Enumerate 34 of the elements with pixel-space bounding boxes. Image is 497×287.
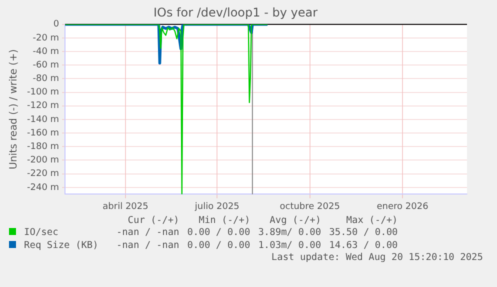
y-tick-label: -240 m — [26, 182, 60, 193]
y-tick-label: -60 m — [32, 60, 60, 70]
x-tick-label: octubre 2025 — [280, 202, 340, 212]
y-tick-label: -160 m — [26, 128, 60, 138]
text: Min (-/+) — [198, 215, 252, 226]
text: 3.89m/ 0.00 — [257, 226, 322, 239]
text: -nan / -nan — [115, 239, 180, 252]
y-tick-label: -40 m — [32, 46, 60, 57]
y-axis-title: Units read (-) / write (+) — [8, 49, 20, 170]
x-tick-label: enero 2026 — [376, 202, 429, 212]
text: Max (-/+) — [345, 215, 399, 226]
y-tick-label: -200 m — [26, 156, 60, 166]
text: Cur (-/+) — [126, 215, 180, 226]
text: 1.03m/ 0.00 — [257, 239, 322, 252]
legend-label: IO/sec — [23, 226, 60, 239]
text: 0.00 / 0.00 — [186, 226, 252, 239]
chart-title: IOs for /dev/loop1 - by year — [153, 5, 318, 20]
x-tick-label: julio 2025 — [194, 202, 240, 212]
y-tick-label: -180 m — [26, 142, 60, 152]
x-tick-label: abril 2025 — [102, 202, 148, 212]
text: 35.50 / 0.00 — [328, 226, 399, 239]
y-tick-label: -100 m — [26, 88, 60, 98]
y-tick-label: 0 — [53, 20, 60, 30]
text: Last update: Wed Aug 20 15:20:10 2025 — [270, 252, 484, 263]
text: 14.63 / 0.00 — [328, 239, 399, 252]
y-tick-label: -140 m — [26, 114, 60, 125]
y-tick-label: -120 m — [26, 101, 60, 112]
y-tick-label: -20 m — [32, 33, 60, 44]
y-tick-label: -220 m — [26, 169, 60, 180]
text: 0.00 / 0.00 — [186, 239, 252, 252]
y-tick-label: -80 m — [32, 74, 60, 84]
legend-label: Req Size (KB) — [23, 239, 100, 252]
text: Avg (-/+) — [268, 215, 322, 226]
text: -nan / -nan — [115, 226, 180, 239]
